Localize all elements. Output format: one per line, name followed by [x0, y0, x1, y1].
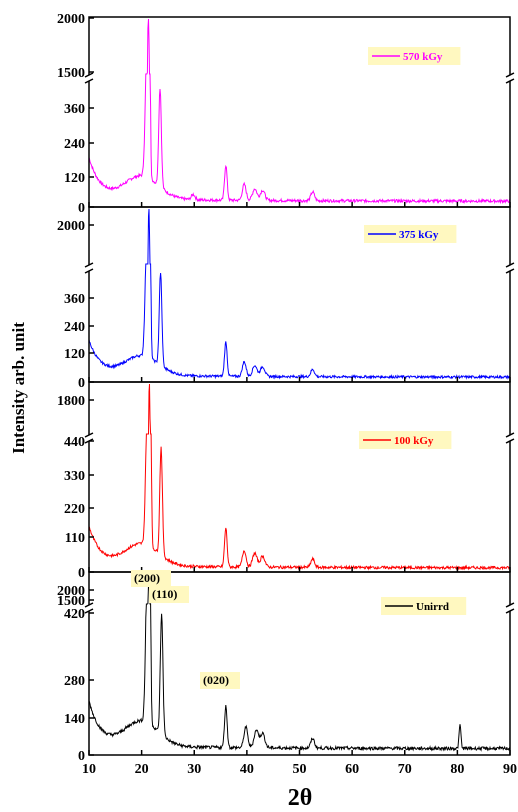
y-axis-label: Intensity arb. unit [9, 322, 28, 454]
y-tick-label: 0 [78, 749, 85, 764]
y-tick-label: 0 [78, 201, 85, 216]
y-tick-label: 120 [64, 347, 85, 362]
y-tick-label: 420 [64, 607, 85, 622]
peak-annotation: (200) [131, 570, 171, 587]
legend-label: Unirrd [416, 601, 449, 613]
y-tick-label: 1500 [57, 66, 85, 81]
series-line-unirrd [88, 578, 511, 752]
annotation-box [200, 672, 240, 689]
axis-break-mark [505, 432, 515, 438]
y-tick-label: 2000 [57, 584, 85, 599]
y-tick-label: 240 [64, 137, 85, 152]
axis-break-gap [86, 265, 92, 271]
axis-break-mark [505, 268, 515, 274]
y-tick-label: 360 [64, 102, 85, 117]
y-tick-label: 140 [64, 712, 85, 727]
annotation-label: (020) [203, 673, 229, 687]
x-tick-label: 10 [82, 762, 96, 777]
annotation-box [149, 586, 189, 603]
axis-break-gap [86, 435, 92, 441]
legend-unirrd: Unirrd [381, 597, 467, 615]
axis-break-gap [507, 265, 513, 271]
y-tick-label: 280 [64, 674, 85, 689]
y-tick-label: 110 [65, 531, 85, 546]
panel-100: 0 110 220 330 440 1800 100 kGy [57, 381, 515, 581]
series-line-570 [88, 18, 511, 205]
peak-annotation: (110) [149, 586, 189, 603]
x-axis-label: 2θ [288, 785, 313, 811]
axis-break-mark [84, 268, 94, 274]
series-line-375 [88, 208, 511, 380]
legend-label: 375 kGy [399, 229, 439, 241]
panel-frame [88, 381, 511, 573]
x-tick-label: 30 [187, 762, 201, 777]
y-tick-label: 440 [64, 435, 85, 450]
x-tick-label: 40 [240, 762, 254, 777]
x-tick-label: 80 [450, 762, 464, 777]
legend-label: 100 kGy [394, 435, 434, 447]
axis-break-mark [84, 78, 94, 84]
axis-break-mark [84, 72, 94, 78]
series-line-100 [88, 383, 511, 571]
x-tick-label: 90 [503, 762, 517, 777]
axis-break-mark [84, 602, 94, 608]
annotation-box [131, 570, 171, 587]
axis-break-gap [507, 435, 513, 441]
legend-label: 570 kGy [403, 51, 443, 63]
x-axis: 10 20 30 40 50 60 70 80 90 [82, 762, 517, 777]
y-tick-label: 1500 [57, 594, 85, 609]
peak-annotation: (020) [200, 672, 240, 689]
axis-break-gap [507, 75, 513, 81]
y-tick-label: 2000 [57, 219, 85, 234]
x-tick-label: 50 [293, 762, 307, 777]
axis-break-mark [505, 72, 515, 78]
y-tick-label: 360 [64, 292, 85, 307]
axis-break-mark [505, 438, 515, 444]
legend-box [364, 225, 457, 243]
y-tick-label: 120 [64, 171, 85, 186]
y-tick-label: 1800 [57, 394, 85, 409]
y-tick-label: 240 [64, 320, 85, 335]
axis-break-gap [507, 605, 513, 611]
axis-break-mark [505, 262, 515, 268]
axis-break-mark [84, 432, 94, 438]
legend-box [368, 47, 461, 65]
y-tick-label: 2000 [57, 12, 85, 27]
x-tick-label: 20 [135, 762, 149, 777]
axis-break-gap [86, 605, 92, 611]
y-tick-label: 0 [78, 376, 85, 391]
axis-break-mark [505, 608, 515, 614]
panel-375: 0 120 240 360 2000 375 kGy [57, 206, 515, 391]
legend-box [381, 597, 467, 615]
y-tick-label: 220 [64, 502, 85, 517]
x-tick-label: 70 [398, 762, 412, 777]
axis-break-mark [84, 262, 94, 268]
legend-box [359, 431, 452, 449]
axis-break-mark [505, 602, 515, 608]
legend-375: 375 kGy [364, 225, 457, 243]
axis-break-mark [84, 608, 94, 614]
y-tick-label: 0 [78, 566, 85, 581]
annotation-label: (110) [152, 587, 177, 601]
legend-100: 100 kGy [359, 431, 452, 449]
annotation-label: (200) [134, 571, 160, 585]
x-tick-label: 60 [345, 762, 359, 777]
y-tick-label: 330 [64, 469, 85, 484]
panel-570: 0 120 240 360 1500 2000 570 kGy [57, 12, 515, 216]
axis-break-gap [86, 75, 92, 81]
axis-break-mark [505, 78, 515, 84]
legend-570: 570 kGy [368, 47, 461, 65]
